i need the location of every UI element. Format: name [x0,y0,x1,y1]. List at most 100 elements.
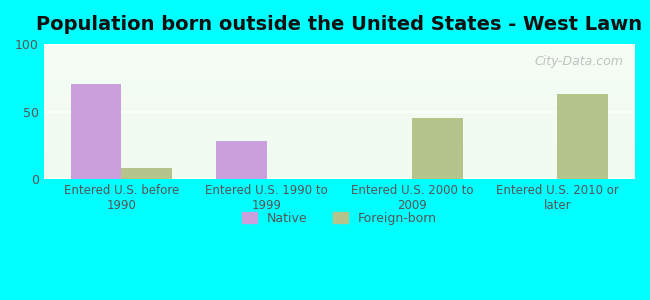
Bar [44,0,635,53]
Bar [44,36,635,171]
Bar [44,0,635,57]
Bar [44,0,635,93]
Bar [44,0,635,118]
Bar [44,0,635,125]
Bar [44,0,635,121]
Bar [44,6,635,141]
Bar [44,0,635,132]
Bar [44,0,635,46]
Bar [44,18,635,154]
Bar [44,0,635,106]
Bar [44,0,635,122]
Bar [44,33,635,168]
Bar [44,4,635,140]
Bar [44,0,635,128]
Bar [44,0,635,51]
Bar [44,9,635,144]
Bar [44,0,635,88]
Bar [44,0,635,45]
Bar [44,0,635,75]
Bar [44,0,635,72]
Bar [44,0,635,79]
Bar [44,11,635,147]
Bar [44,0,635,76]
Bar [44,16,635,151]
Bar [44,0,635,135]
Bar [44,0,635,101]
Bar [44,0,635,126]
Bar [44,0,635,117]
Bar [44,0,635,99]
Bar [44,0,635,120]
Bar [44,0,635,68]
Bar [44,7,635,143]
Bar [44,0,635,85]
Bar [71,85,122,179]
Bar [44,17,635,152]
Bar [44,0,635,107]
Bar [44,0,635,98]
Bar [44,0,635,86]
Bar [44,34,635,170]
Bar [44,0,635,124]
Bar [44,0,635,109]
Bar [44,26,635,162]
Bar [44,0,635,63]
Bar [44,13,635,148]
Bar [44,22,635,158]
Bar [44,40,635,175]
Bar [44,0,635,130]
Bar [44,0,635,56]
Text: City-Data.com: City-Data.com [534,55,623,68]
Bar [44,0,635,87]
Bar [44,0,635,60]
Bar [44,0,635,70]
Bar [44,0,635,110]
Bar [44,0,635,116]
Bar [216,141,266,179]
Bar [44,0,635,94]
Bar [44,32,635,167]
Bar [44,0,635,83]
Bar [44,41,635,176]
Bar [44,0,635,55]
Bar [44,0,635,133]
Bar [44,25,635,160]
Bar [44,0,635,90]
Bar [44,0,635,61]
Bar [44,44,635,179]
Bar [44,0,635,65]
Bar [44,24,635,159]
Bar [44,0,635,103]
Bar [44,21,635,156]
Bar [44,0,635,52]
Bar [44,2,635,137]
Title: Population born outside the United States - West Lawn: Population born outside the United State… [36,15,642,34]
Bar [44,3,635,139]
Bar [44,28,635,163]
Bar [44,37,635,172]
Bar [44,0,635,129]
Bar [44,38,635,174]
Bar [44,0,635,49]
Bar [44,0,635,59]
Bar [44,20,635,155]
Bar [44,0,635,105]
Bar [44,1,635,136]
Bar [557,94,608,179]
Bar [44,0,635,102]
Bar [44,0,635,74]
Bar [44,0,635,113]
Legend: Native, Foreign-born: Native, Foreign-born [237,207,442,230]
Bar [44,0,635,71]
Bar [44,0,635,82]
Bar [412,118,463,179]
Bar [44,29,635,164]
Bar [44,0,635,112]
Bar [44,0,635,97]
Bar [44,0,635,91]
Bar [44,0,635,95]
Bar [44,0,635,114]
Bar [44,0,635,67]
Bar [122,168,172,179]
